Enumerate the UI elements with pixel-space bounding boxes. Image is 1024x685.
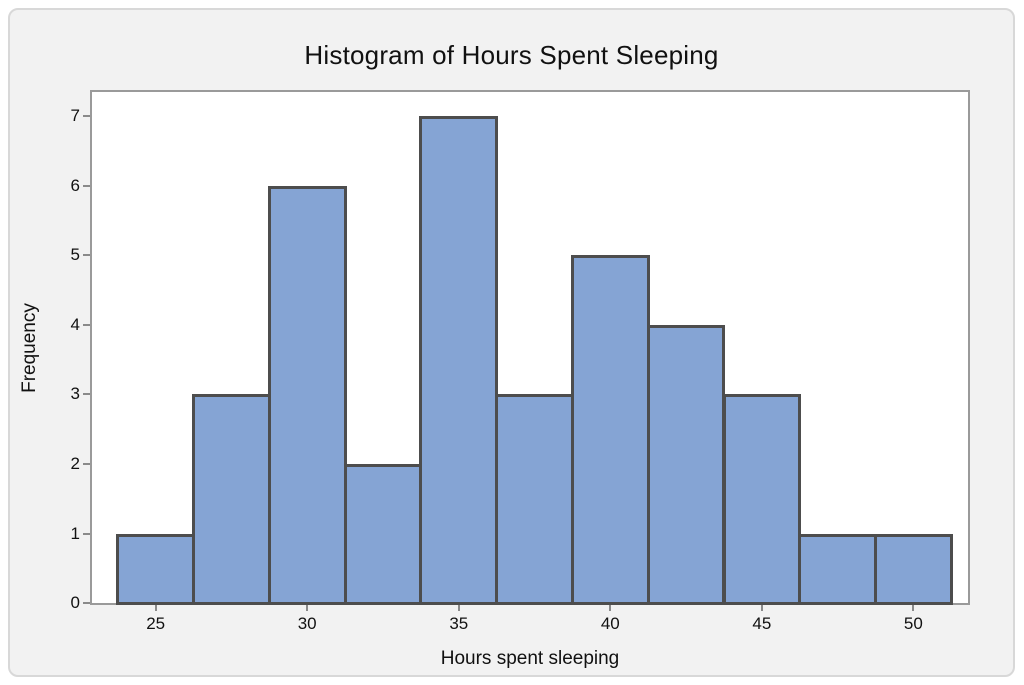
y-tick-label: 5 bbox=[70, 245, 80, 265]
x-tick-label: 40 bbox=[600, 614, 620, 633]
histogram-bar bbox=[343, 464, 423, 605]
x-tick-label: 25 bbox=[146, 614, 166, 633]
y-tick-mark bbox=[83, 393, 90, 396]
y-tick-mark bbox=[83, 602, 90, 604]
chart-card: Histogram of Hours Spent Sleeping 25 30 35… bbox=[8, 8, 1015, 677]
y-tick-mark bbox=[83, 184, 90, 187]
plot-area bbox=[90, 90, 970, 605]
histogram-bar bbox=[419, 116, 499, 605]
x-tick-label: 45 bbox=[752, 614, 772, 633]
x-tick-mark bbox=[154, 605, 157, 611]
y-tick-label: 4 bbox=[70, 314, 80, 334]
chart-title: Histogram of Hours Spent Sleeping bbox=[304, 40, 719, 70]
histogram-bar bbox=[874, 533, 953, 605]
histogram-bar bbox=[798, 533, 878, 605]
x-tick-mark bbox=[457, 605, 460, 611]
y-tick-mark bbox=[83, 254, 90, 257]
x-tick-mark bbox=[760, 605, 763, 611]
y-tick-mark bbox=[83, 115, 90, 118]
histogram-bar bbox=[116, 533, 196, 605]
x-tick-label: 50 bbox=[903, 614, 923, 633]
y-tick-label: 7 bbox=[70, 106, 80, 126]
y-axis-label: Frequency bbox=[19, 303, 40, 393]
x-tick-label: 30 bbox=[297, 614, 317, 633]
y-tick-label: 6 bbox=[70, 175, 80, 195]
x-axis-label: Hours spent sleeping bbox=[440, 648, 620, 669]
histogram-bar bbox=[267, 185, 347, 605]
histogram-bar bbox=[646, 324, 726, 605]
x-tick-label: 35 bbox=[449, 614, 469, 633]
x-tick-mark bbox=[609, 605, 612, 611]
x-tick-mark bbox=[912, 605, 915, 611]
y-tick-label: 0 bbox=[70, 593, 80, 612]
histogram-bar bbox=[192, 394, 271, 605]
y-tick-label: 3 bbox=[70, 384, 80, 404]
x-tick-mark bbox=[306, 605, 309, 611]
bars-container bbox=[92, 92, 968, 605]
histogram-bar bbox=[570, 255, 650, 605]
y-tick-label: 2 bbox=[70, 454, 80, 473]
histogram-bar bbox=[495, 394, 574, 605]
y-tick-mark bbox=[83, 463, 90, 465]
histogram-bar bbox=[722, 394, 802, 605]
y-tick-mark bbox=[83, 323, 90, 326]
y-tick-mark bbox=[83, 532, 90, 535]
y-tick-label: 1 bbox=[70, 523, 80, 543]
